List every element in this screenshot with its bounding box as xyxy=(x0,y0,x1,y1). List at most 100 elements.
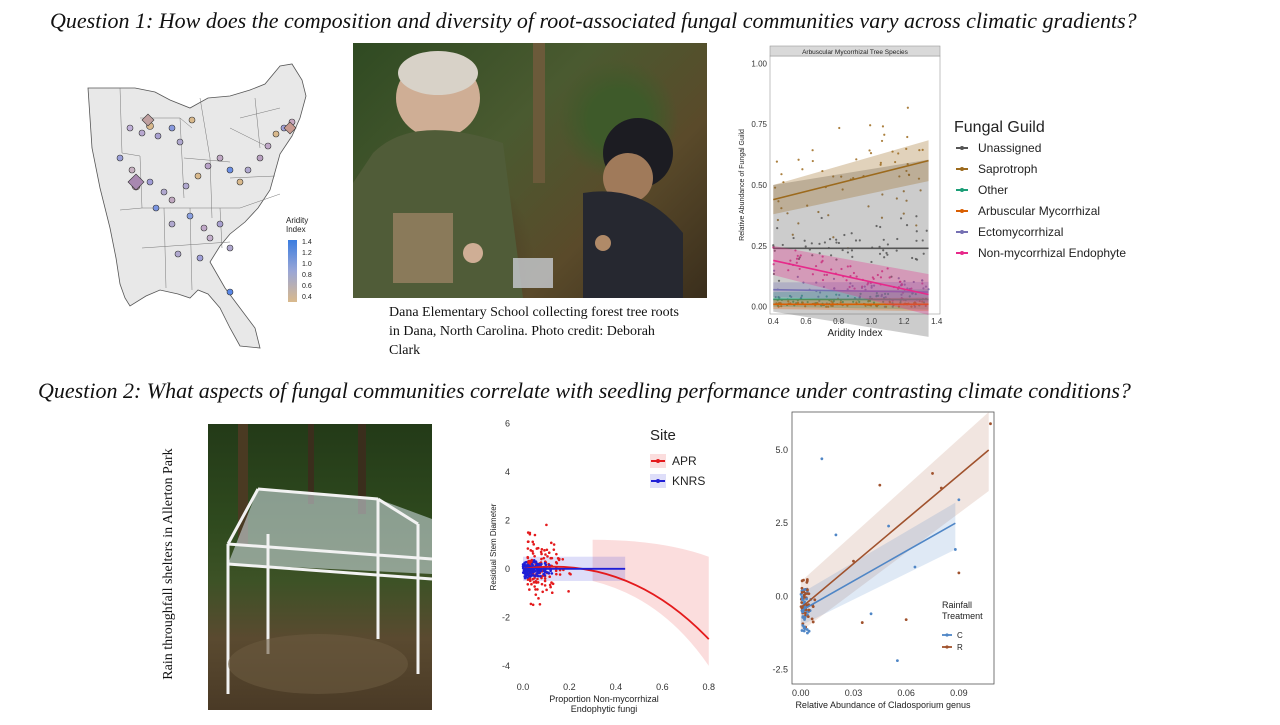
data-point xyxy=(548,583,552,587)
data-point xyxy=(536,546,540,550)
data-point xyxy=(773,186,777,189)
data-point xyxy=(811,605,815,609)
data-point xyxy=(801,168,804,171)
x-tick-label: 1.0 xyxy=(866,317,878,326)
data-point xyxy=(546,555,549,558)
data-point xyxy=(555,552,558,556)
data-point xyxy=(817,295,820,298)
data-point xyxy=(543,573,547,577)
legend-title: Fungal Guild xyxy=(954,119,1045,136)
map-legend-title: Aridity Index xyxy=(286,216,309,234)
data-point xyxy=(776,218,779,222)
data-point xyxy=(801,624,805,627)
x-tick-label: 0.8 xyxy=(703,682,716,692)
data-point xyxy=(832,175,835,178)
data-point xyxy=(778,296,781,299)
data-point xyxy=(879,161,882,164)
y-tick-label: 0.75 xyxy=(751,120,767,129)
data-point xyxy=(818,299,821,302)
confidence-band xyxy=(773,140,929,215)
plot-panel xyxy=(516,416,732,678)
data-point xyxy=(864,304,867,307)
data-point xyxy=(555,572,558,576)
data-point xyxy=(811,273,814,276)
data-point xyxy=(818,291,822,294)
data-point xyxy=(550,556,554,560)
data-point xyxy=(567,590,570,593)
data-point xyxy=(905,169,908,173)
y-axis-label: Relative Abundance of Fungal Guild xyxy=(739,129,746,241)
chart-cladosporium: 0.00 0.03 0.06 0.09 5.0 2.5 0.0 -2.5 Relative Ab… xyxy=(756,408,1006,720)
confidence-band xyxy=(800,412,989,632)
data-point xyxy=(536,588,539,591)
data-point xyxy=(805,597,808,601)
data-point xyxy=(530,574,534,577)
data-point xyxy=(888,301,892,304)
data-point xyxy=(542,569,546,573)
data-point xyxy=(536,574,540,578)
legend-label: Other xyxy=(978,183,1008,197)
data-point xyxy=(866,283,869,286)
data-point xyxy=(557,558,561,562)
data-point xyxy=(811,149,814,152)
y-tick-label: -2 xyxy=(502,612,510,622)
data-point xyxy=(807,592,811,596)
data-point xyxy=(828,238,832,241)
chart-cladosporium-svg: 0.00 0.03 0.06 0.09 5.0 2.5 0.0 -2.5 Relative Ab… xyxy=(772,411,995,710)
data-point xyxy=(898,175,901,178)
data-point xyxy=(931,472,934,475)
data-point xyxy=(846,304,849,307)
data-point xyxy=(540,552,543,556)
data-point xyxy=(897,305,901,308)
data-point xyxy=(531,549,534,553)
data-point xyxy=(922,287,925,290)
legend-key-point xyxy=(945,645,949,649)
data-point xyxy=(878,245,881,248)
data-point xyxy=(822,285,826,289)
data-point xyxy=(537,597,540,600)
data-point xyxy=(835,241,838,244)
data-point xyxy=(532,570,536,573)
data-point xyxy=(825,295,828,298)
y-tick-label: -2.5 xyxy=(772,664,788,674)
data-point xyxy=(863,285,866,288)
data-point xyxy=(895,197,898,200)
data-point xyxy=(781,243,784,247)
data-point xyxy=(782,181,785,184)
plot-panel xyxy=(791,411,995,685)
data-point xyxy=(915,239,918,242)
legend-label: APR xyxy=(672,454,697,468)
map-legend: Aridity Index 1.4 1.2 1.0 0.8 0.6 0.4 xyxy=(286,216,336,312)
data-point xyxy=(852,300,855,303)
data-point xyxy=(818,252,821,255)
data-point xyxy=(868,149,871,152)
x-tick-label: 0.4 xyxy=(768,317,780,326)
data-point xyxy=(527,570,531,573)
data-point xyxy=(820,457,824,461)
data-point xyxy=(921,300,924,303)
data-point xyxy=(883,292,887,295)
legend-key-point xyxy=(960,146,964,150)
trend-line xyxy=(800,522,956,612)
data-point xyxy=(882,238,885,241)
data-point xyxy=(902,190,905,193)
data-point xyxy=(530,559,534,562)
data-point xyxy=(870,286,873,289)
facet-strip xyxy=(769,45,941,57)
data-point xyxy=(925,229,928,232)
data-point xyxy=(524,570,527,574)
x-tick-label: 0.6 xyxy=(800,317,812,326)
plot-panel xyxy=(769,55,941,315)
data-point xyxy=(777,279,781,282)
us-aridity-map xyxy=(80,58,340,350)
data-point xyxy=(903,280,906,283)
data-point xyxy=(792,300,795,303)
x-tick-label: 0.00 xyxy=(792,688,810,698)
data-point xyxy=(869,124,872,127)
data-point xyxy=(883,305,886,308)
confidence-band xyxy=(592,539,709,666)
x-tick-label: 0.8 xyxy=(833,317,845,326)
data-point xyxy=(840,267,843,271)
data-point xyxy=(835,258,838,261)
data-point xyxy=(918,299,921,303)
